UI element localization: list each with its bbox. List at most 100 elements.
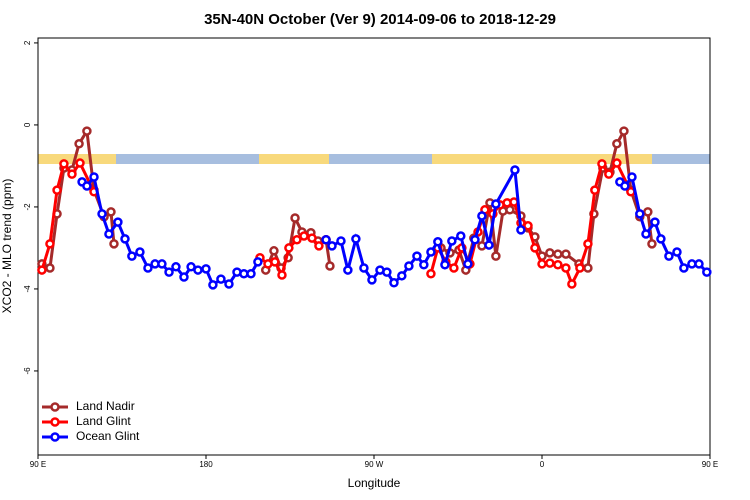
data-point [583, 263, 593, 273]
data-point [470, 234, 480, 245]
land-band [432, 154, 597, 164]
x-axis-label: Longitude [348, 476, 401, 490]
data-point [120, 234, 130, 244]
data-point [37, 265, 47, 275]
data-point [82, 126, 92, 136]
data-point [484, 240, 494, 250]
data-point [106, 207, 116, 217]
data-point [404, 261, 414, 271]
data-point [75, 158, 85, 168]
data-point [516, 225, 526, 235]
data-point [179, 272, 189, 282]
data-point [641, 229, 651, 239]
data-point [208, 280, 218, 290]
data-point [397, 271, 407, 281]
data-point [246, 269, 256, 279]
data-point [553, 259, 563, 270]
x-tick-label: 90 E [702, 460, 718, 469]
data-point [216, 274, 226, 284]
data-point [545, 258, 555, 268]
data-point [664, 251, 674, 261]
y-tick-label: 0 [23, 122, 32, 127]
y-axis-label: XCO2 - MLO trend (ppm) [0, 179, 14, 314]
data-point [590, 185, 600, 195]
legend-marker [50, 417, 60, 427]
data-point [45, 239, 55, 249]
data-point [82, 181, 92, 191]
data-point [45, 263, 55, 273]
data-point [702, 267, 712, 277]
data-point [597, 159, 607, 169]
data-point [449, 263, 459, 273]
data-point [491, 251, 501, 261]
data-point [367, 275, 377, 285]
x-tick-label: 90 W [365, 460, 384, 469]
data-point [656, 234, 666, 244]
data-point [67, 169, 77, 179]
data-point [382, 267, 392, 277]
data-point [193, 265, 203, 275]
data-point [627, 172, 637, 182]
x-tick-label: 0 [540, 460, 545, 469]
legend-label: Ocean Glint [76, 429, 140, 443]
data-point [127, 251, 137, 261]
data-point [679, 263, 689, 273]
data-point [620, 181, 630, 191]
data-point [604, 169, 614, 179]
series-line [41, 126, 654, 276]
data-point [97, 209, 107, 219]
data-point [290, 213, 300, 223]
legend-marker [50, 432, 60, 442]
data-point [694, 259, 704, 269]
data-point [284, 243, 294, 253]
data-point [336, 236, 346, 246]
data-point [325, 261, 335, 271]
data-point [612, 158, 622, 168]
data-point [164, 267, 174, 277]
data-point [463, 259, 473, 269]
data-point [109, 239, 119, 249]
data-point [635, 209, 645, 219]
data-point [440, 259, 450, 270]
data-point [74, 139, 84, 149]
data-point [171, 262, 181, 272]
data-point [113, 217, 123, 227]
data-point [537, 259, 547, 269]
data-point [612, 139, 622, 149]
data-point [277, 270, 287, 280]
data-point [412, 251, 422, 261]
data-point [426, 247, 436, 257]
data-point [491, 199, 501, 209]
data-point [135, 247, 145, 257]
series [37, 158, 636, 289]
data-point [530, 243, 540, 253]
data-point [343, 265, 353, 275]
data-point [321, 234, 331, 245]
data-point [583, 239, 593, 249]
y-tick-label: -4 [23, 285, 32, 293]
data-point [419, 259, 429, 270]
data-point [672, 247, 682, 257]
data-point [647, 239, 657, 249]
data-point [104, 229, 114, 239]
data-point [269, 246, 279, 256]
land-band [597, 154, 652, 164]
land-band [38, 154, 116, 164]
data-point [523, 221, 533, 231]
data-point [327, 241, 337, 251]
data-point [314, 241, 324, 251]
data-point [510, 165, 520, 175]
data-point [561, 263, 571, 273]
x-tick-label: 180 [199, 460, 213, 469]
x-tick-label: 90 E [30, 460, 46, 469]
data-point [143, 263, 153, 273]
y-tick-label: 2 [23, 40, 32, 45]
chart-title: 35N-40N October (Ver 9) 2014-09-06 to 20… [204, 11, 556, 28]
data-point [477, 211, 487, 221]
data-point [59, 159, 69, 169]
data-point [650, 217, 660, 227]
data-point [52, 185, 62, 195]
data-point [89, 172, 99, 182]
data-point [292, 234, 302, 245]
